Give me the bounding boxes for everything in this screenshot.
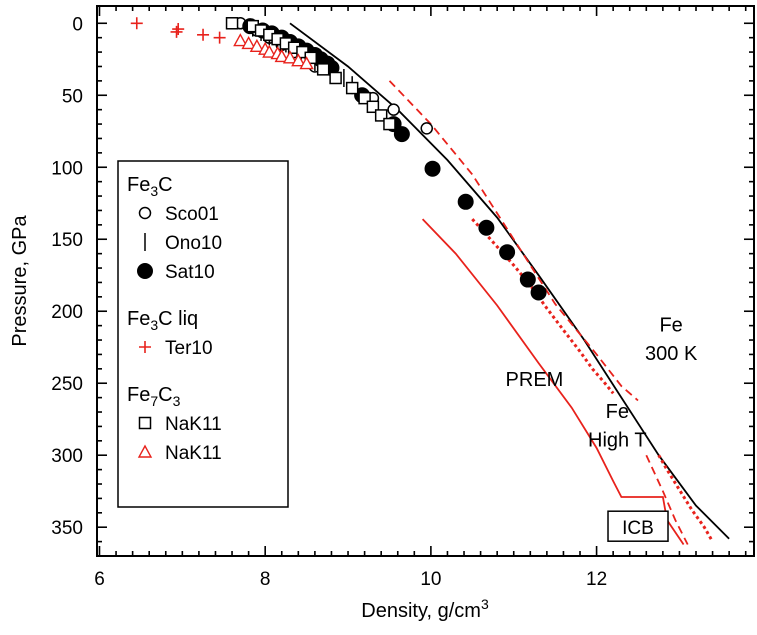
x-tick-label: 8	[260, 569, 271, 590]
curve-fe-high-t-lower	[645, 454, 689, 545]
data-point	[130, 17, 143, 30]
icb-label: ICB	[622, 518, 654, 539]
legend-marker	[137, 263, 153, 279]
legend-entry-label: NaK11	[165, 414, 222, 435]
x-tick-label: 6	[94, 569, 105, 590]
data-point	[383, 117, 396, 131]
data-point	[530, 284, 547, 301]
data-point	[282, 50, 298, 64]
y-tick-label: 250	[51, 374, 83, 395]
data-point	[366, 100, 380, 114]
y-tick-label: 100	[51, 158, 83, 179]
y-tick-label: 200	[51, 302, 83, 323]
y-tick-label: 350	[51, 518, 83, 539]
legend-group-title: Fe7C3	[127, 384, 181, 409]
curve-fe-high-t	[388, 80, 639, 402]
data-point	[170, 25, 183, 38]
curve-prem	[421, 218, 685, 546]
legend-group-title: Fe3C liq	[127, 308, 198, 333]
x-axis-label: Density, g/cm3	[361, 596, 489, 622]
annotation-label: 300 K	[645, 343, 698, 365]
data-point	[358, 91, 371, 105]
data-point	[197, 28, 210, 41]
x-tick-label: 12	[586, 569, 607, 590]
y-axis-label: Pressure, GPa	[9, 215, 31, 347]
legend-entry-label: Sat10	[165, 262, 215, 283]
data-point	[299, 56, 314, 70]
legend-marker	[138, 416, 152, 430]
y-tick-label: 0	[72, 14, 83, 35]
legend-entry-label: Sco01	[165, 204, 219, 225]
data-point	[213, 31, 226, 44]
x-tick-label: 10	[420, 569, 441, 590]
data-point	[304, 51, 318, 65]
annotation-label: Fe	[659, 314, 682, 336]
data-point	[329, 71, 342, 85]
annotation-label: High T	[588, 430, 647, 452]
legend-marker	[138, 206, 152, 220]
data-point	[457, 193, 474, 210]
legend-entry-label: NaK11	[165, 443, 222, 464]
data-point	[316, 63, 330, 76]
legend-marker	[139, 341, 151, 353]
series-ter10-3	[130, 17, 226, 44]
data-point	[420, 122, 433, 135]
curve-fe-high-t-data	[471, 218, 615, 395]
data-point	[233, 33, 248, 47]
data-point	[249, 38, 265, 53]
data-point	[393, 126, 410, 143]
data-point	[345, 81, 359, 95]
y-tick-label: 300	[51, 446, 83, 467]
legend-marker	[137, 444, 153, 458]
data-point	[225, 17, 239, 30]
curve-fe-high-t-data-lower	[657, 454, 714, 543]
legend-entry-label: Ter10	[165, 338, 213, 359]
y-tick-label: 50	[62, 86, 83, 107]
data-point	[172, 23, 185, 36]
data-point	[424, 160, 441, 177]
annotation-label: PREM	[506, 369, 564, 391]
data-point	[374, 109, 388, 122]
data-point	[291, 53, 306, 67]
series-nak11-4	[225, 17, 396, 131]
legend-group-title: Fe3C	[127, 174, 173, 199]
curve-fe-300-k	[289, 22, 730, 540]
data-point	[387, 103, 400, 116]
data-point	[478, 219, 495, 236]
data-point	[499, 244, 516, 261]
data-point	[274, 48, 289, 63]
icb-box	[607, 510, 669, 542]
legend-entry-label: Ono10	[165, 233, 222, 254]
plot-frame	[96, 5, 755, 557]
y-tick-label: 150	[51, 230, 83, 251]
data-point	[262, 44, 277, 58]
annotation-label: Fe	[606, 401, 629, 423]
series-nak11-5	[233, 33, 314, 70]
legend: Fe3C Sco01 Ono10 Sat10 Fe3C liq Ter10 Fe7C3 NaK…	[117, 160, 289, 508]
data-point	[519, 271, 536, 288]
data-point	[241, 35, 256, 50]
